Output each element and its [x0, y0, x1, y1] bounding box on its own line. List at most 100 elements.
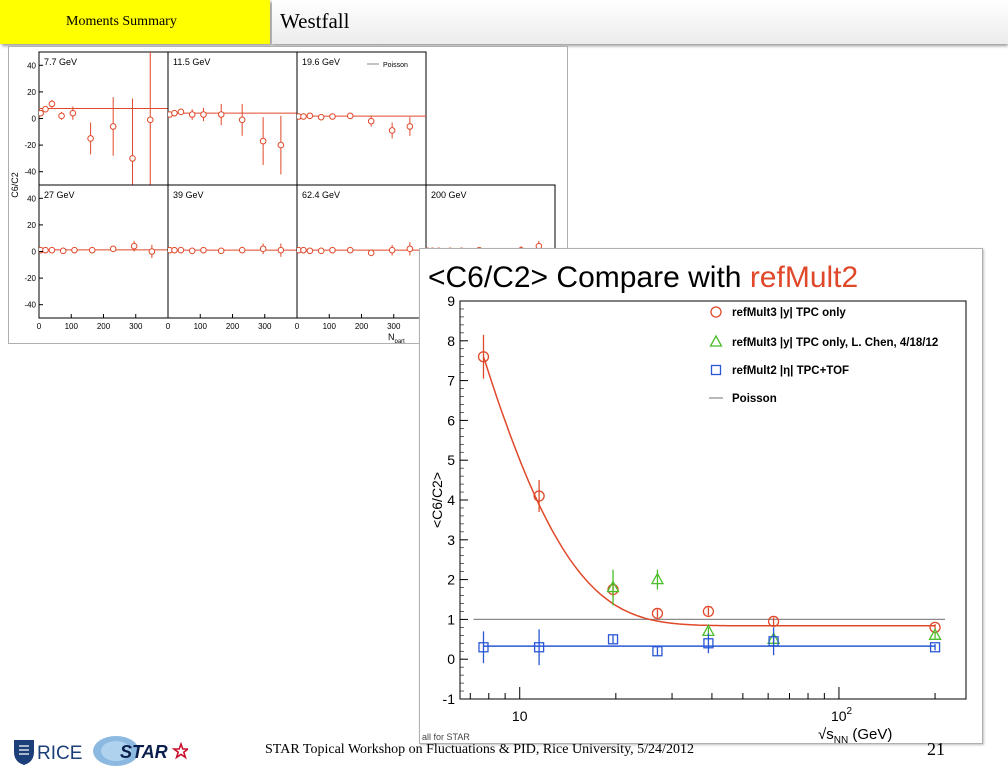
panel-plot-area [39, 240, 168, 259]
panel-label: 62.4 GeV [302, 190, 340, 200]
footnote: all for STAR [422, 732, 470, 742]
y-tick-label: 2 [447, 572, 455, 588]
y-tick-label: 9 [447, 293, 455, 309]
x-axis-label-sub: NN [834, 735, 848, 743]
y-tick-label: 20 [27, 221, 36, 230]
data-point [346, 112, 354, 120]
x-axis-label-unit: (GeV) [848, 726, 892, 743]
series-circle [477, 334, 941, 634]
data-point [59, 247, 67, 255]
panel-label: 27 GeV [44, 190, 75, 200]
x-tick-label: 300 [258, 322, 272, 331]
data-point [171, 246, 178, 254]
x-tick-label: 10 [512, 708, 528, 724]
panel-2: 11.5 GeV [167, 51, 298, 186]
y-tick-label: -20 [24, 274, 36, 283]
title-bar: Westfall [272, 0, 1008, 44]
x-axis-label-main: √s [818, 726, 834, 743]
y-tick-label: -20 [24, 141, 36, 150]
data-point [200, 246, 207, 254]
triangle-marker [650, 572, 665, 585]
panel-plot-area [39, 52, 168, 185]
data-point [58, 112, 65, 120]
rice-logo-text: RICE [37, 743, 82, 764]
data-point [188, 247, 196, 255]
x-tick-label: 102 [831, 706, 853, 724]
data-point [346, 246, 354, 254]
panel-plot-area [168, 243, 297, 257]
legend-poisson: Poisson [367, 62, 408, 69]
chart-title-main: <C6/C2> Compare with [428, 261, 750, 294]
circle-marker [767, 615, 780, 628]
circle-marker [702, 605, 715, 618]
compare-chart: <C6/C2> Compare with refMult2 -1 0 1 2 3 4 5 6 7 8… [422, 261, 967, 746]
data-point [48, 100, 56, 108]
y-tick-label: -40 [24, 168, 36, 177]
star-icon [171, 741, 188, 760]
y-tick-label: 40 [27, 61, 36, 70]
chart-title-highlight: refMult2 [750, 261, 858, 294]
legend-label: refMult2 |η| TPC+TOF [732, 365, 849, 377]
fit-curve-refmult3 [482, 356, 936, 627]
y-tick-label: -1 [443, 691, 456, 707]
legend-entry-4: Poisson [709, 393, 777, 405]
square-marker [652, 646, 663, 657]
y-tick-label: 40 [27, 194, 36, 203]
data-point [300, 113, 307, 120]
data-point [171, 109, 178, 117]
x-tick-label: 200 [355, 322, 369, 331]
panel-label: 11.5 GeV [173, 57, 210, 67]
data-point [388, 127, 396, 134]
data-point [406, 123, 414, 130]
x-axis-label-sub: part [395, 339, 406, 343]
data-point [238, 116, 246, 124]
data-point [48, 246, 56, 254]
y-tick-label: 4 [447, 492, 455, 508]
panel-label: 39 GeV [173, 190, 204, 200]
legend-entry-2: refMult3 |y| TPC only, L. Chen, 4/18/12 [709, 334, 938, 349]
data-point [217, 247, 225, 255]
data-point [300, 246, 307, 254]
rice-logo: RICE [14, 740, 82, 765]
legend-label: refMult3 |y| TPC only [732, 307, 846, 319]
panel-border [167, 184, 298, 319]
data-point [148, 248, 156, 255]
panel-5: 39 GeV 0 100 200 300 [166, 184, 298, 331]
x-tick-label: 300 [387, 322, 401, 331]
page-number: 21 [927, 739, 945, 759]
data-point [329, 246, 336, 254]
x-axis-label: Npart [388, 332, 405, 343]
x-tick-label: 200 [97, 322, 111, 331]
data-point [146, 116, 154, 124]
star-logo: STAR [93, 736, 188, 766]
panel-plot-area [168, 103, 297, 175]
x-tick-label: 300 [129, 322, 143, 331]
legend-entry-1: refMult3 |y| TPC only [710, 306, 846, 319]
data-point [71, 246, 78, 254]
y-tick-label: 7 [447, 373, 455, 389]
x-tick-label: 100 [65, 322, 79, 331]
x-tick-label-exp: 2 [847, 706, 853, 717]
data-point [238, 246, 246, 254]
circle-marker [533, 490, 545, 502]
data-point [329, 113, 336, 120]
y-tick-label: 0 [32, 115, 37, 124]
data-point [39, 109, 44, 117]
data-point [200, 111, 207, 118]
footer-text: STAR Topical Workshop on Fluctuations & … [265, 742, 694, 757]
x-tick-label: 200 [226, 322, 240, 331]
data-point [109, 123, 117, 130]
panel-plot-area [297, 242, 426, 257]
y-tick-label: 20 [27, 88, 36, 97]
x-axis-label-main: N [388, 332, 395, 342]
y-tick-label: -40 [24, 301, 36, 310]
data-point [317, 247, 325, 255]
circle-marker [651, 607, 664, 620]
slide-title: Westfall [280, 9, 350, 33]
y-tick-label: 8 [447, 333, 455, 349]
data-point [87, 135, 94, 142]
panel-label: 19.6 GeV [302, 57, 340, 67]
circle-marker [710, 306, 722, 318]
data-point [188, 111, 196, 118]
square-marker [703, 638, 714, 649]
